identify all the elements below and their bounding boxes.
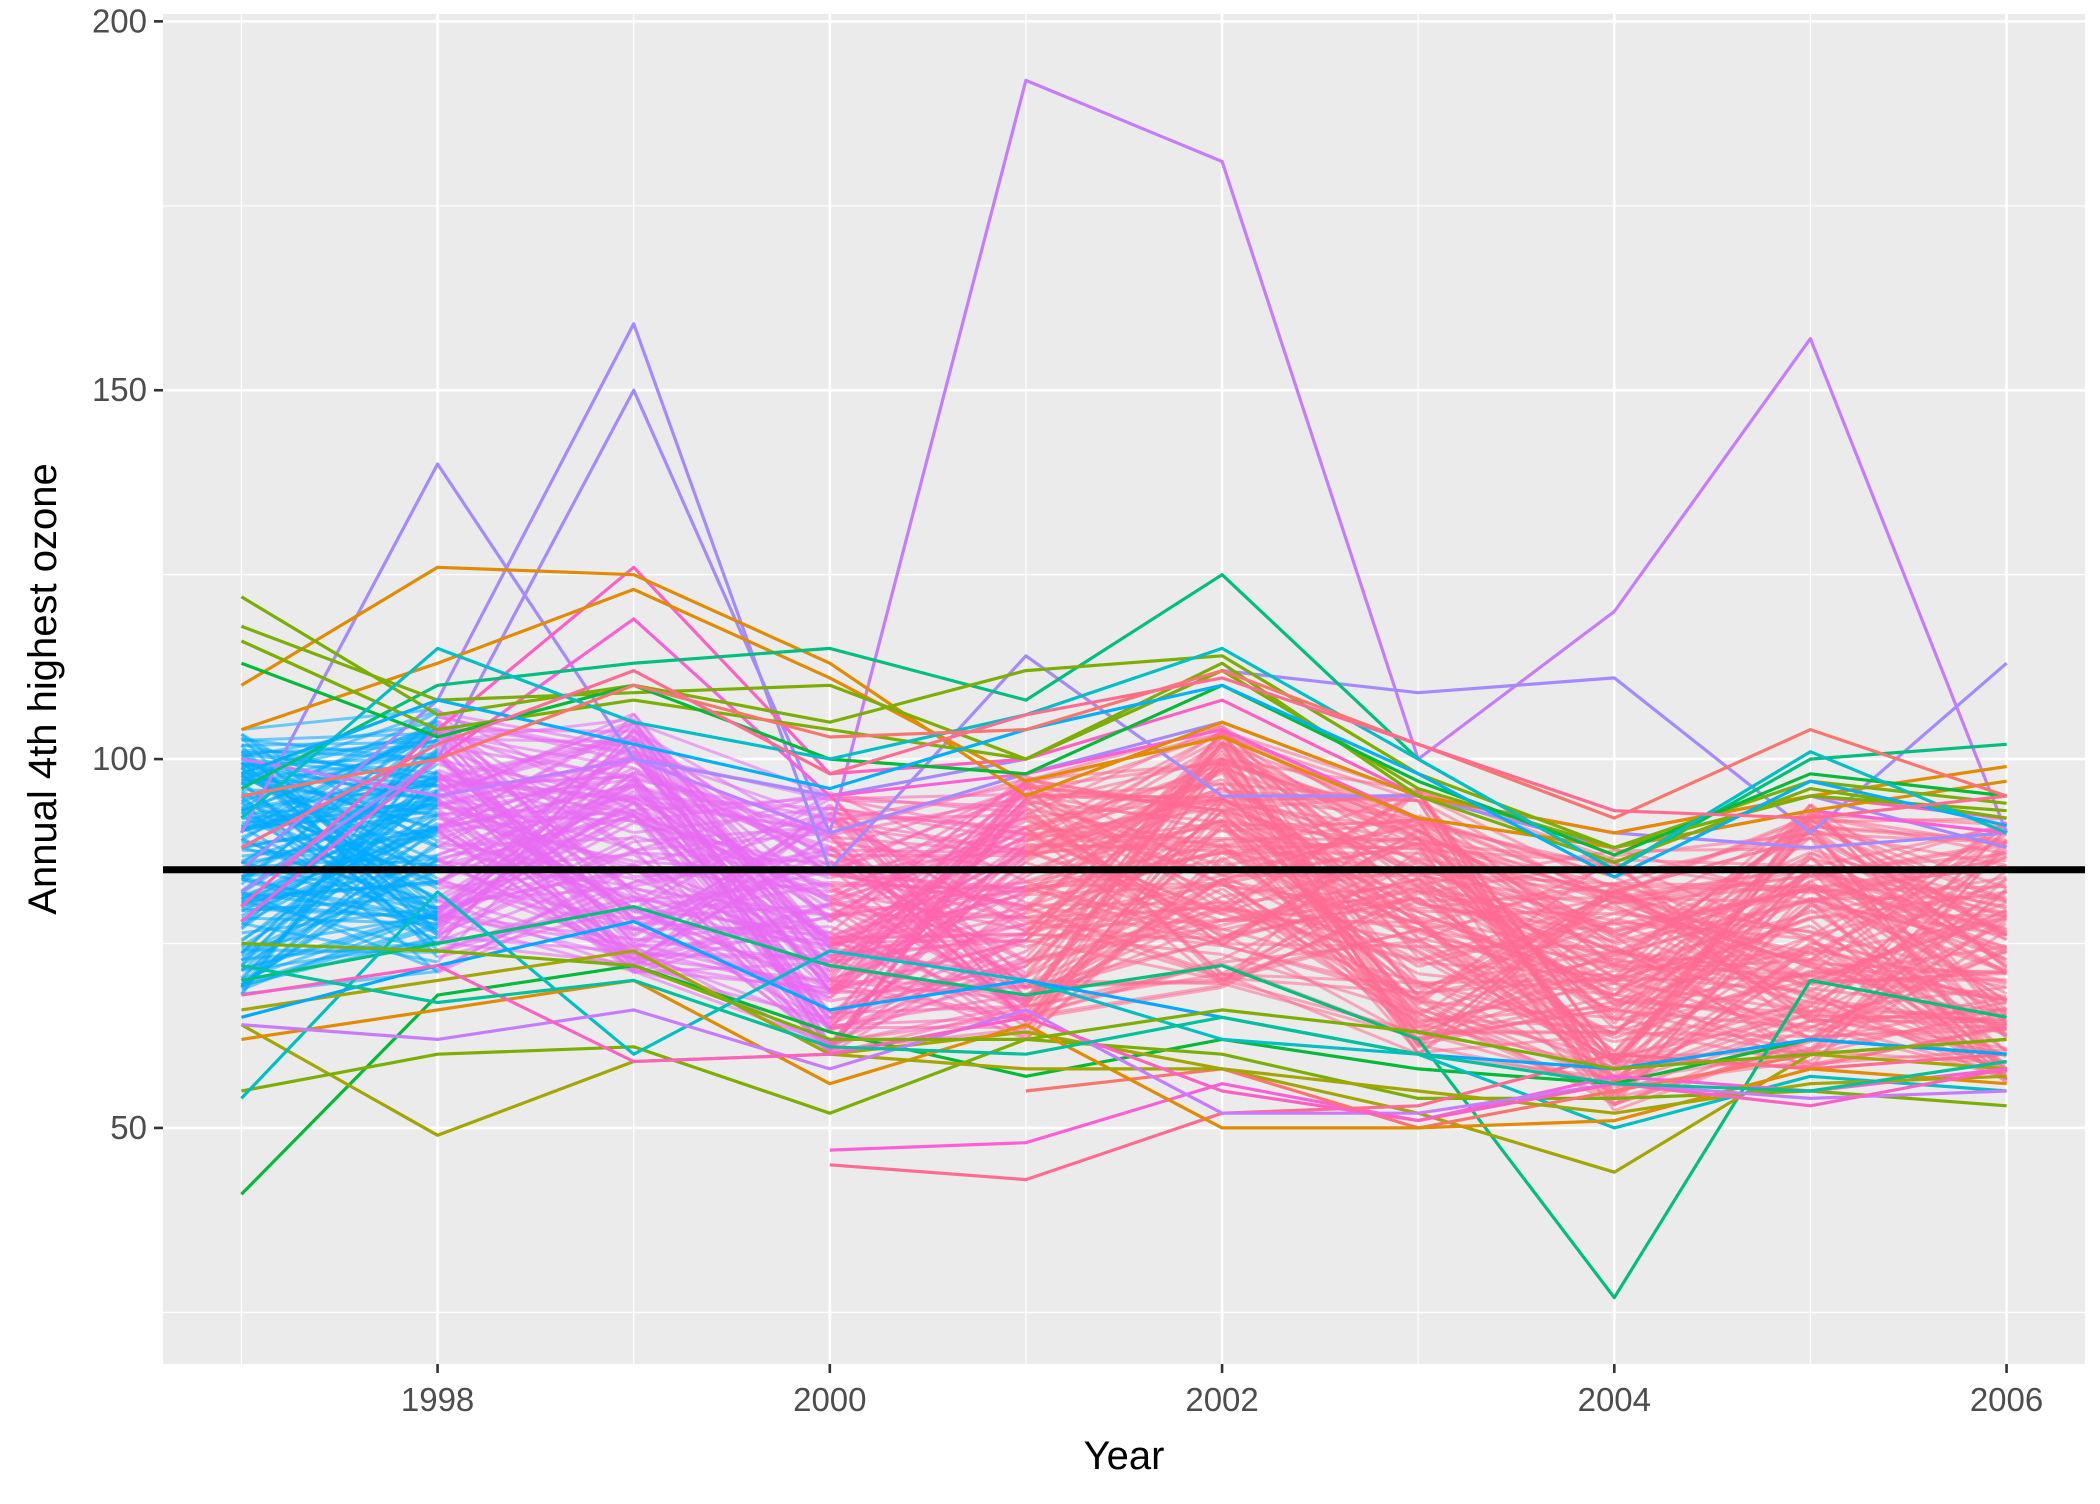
x-axis-title: Year <box>1084 1434 1165 1478</box>
x-tick-label: 2004 <box>1578 1381 1651 1418</box>
y-axis: 50 100 150 200 <box>92 2 163 1146</box>
x-tick-label: 2000 <box>793 1381 866 1418</box>
y-tick-label: 150 <box>92 371 147 408</box>
x-tick-label: 2002 <box>1185 1381 1258 1418</box>
y-tick-label: 200 <box>92 2 147 39</box>
x-tick-label: 2006 <box>1970 1381 2043 1418</box>
y-tick-label: 100 <box>92 740 147 777</box>
band-segment <box>1810 1021 2006 1022</box>
y-axis-title: Annual 4th highest ozone <box>21 463 65 914</box>
x-axis: 1998 2000 2002 2004 2006 <box>401 1364 2043 1418</box>
x-tick-label: 1998 <box>401 1381 474 1418</box>
plot-panel <box>163 14 2085 1364</box>
y-tick-label: 50 <box>110 1109 147 1146</box>
